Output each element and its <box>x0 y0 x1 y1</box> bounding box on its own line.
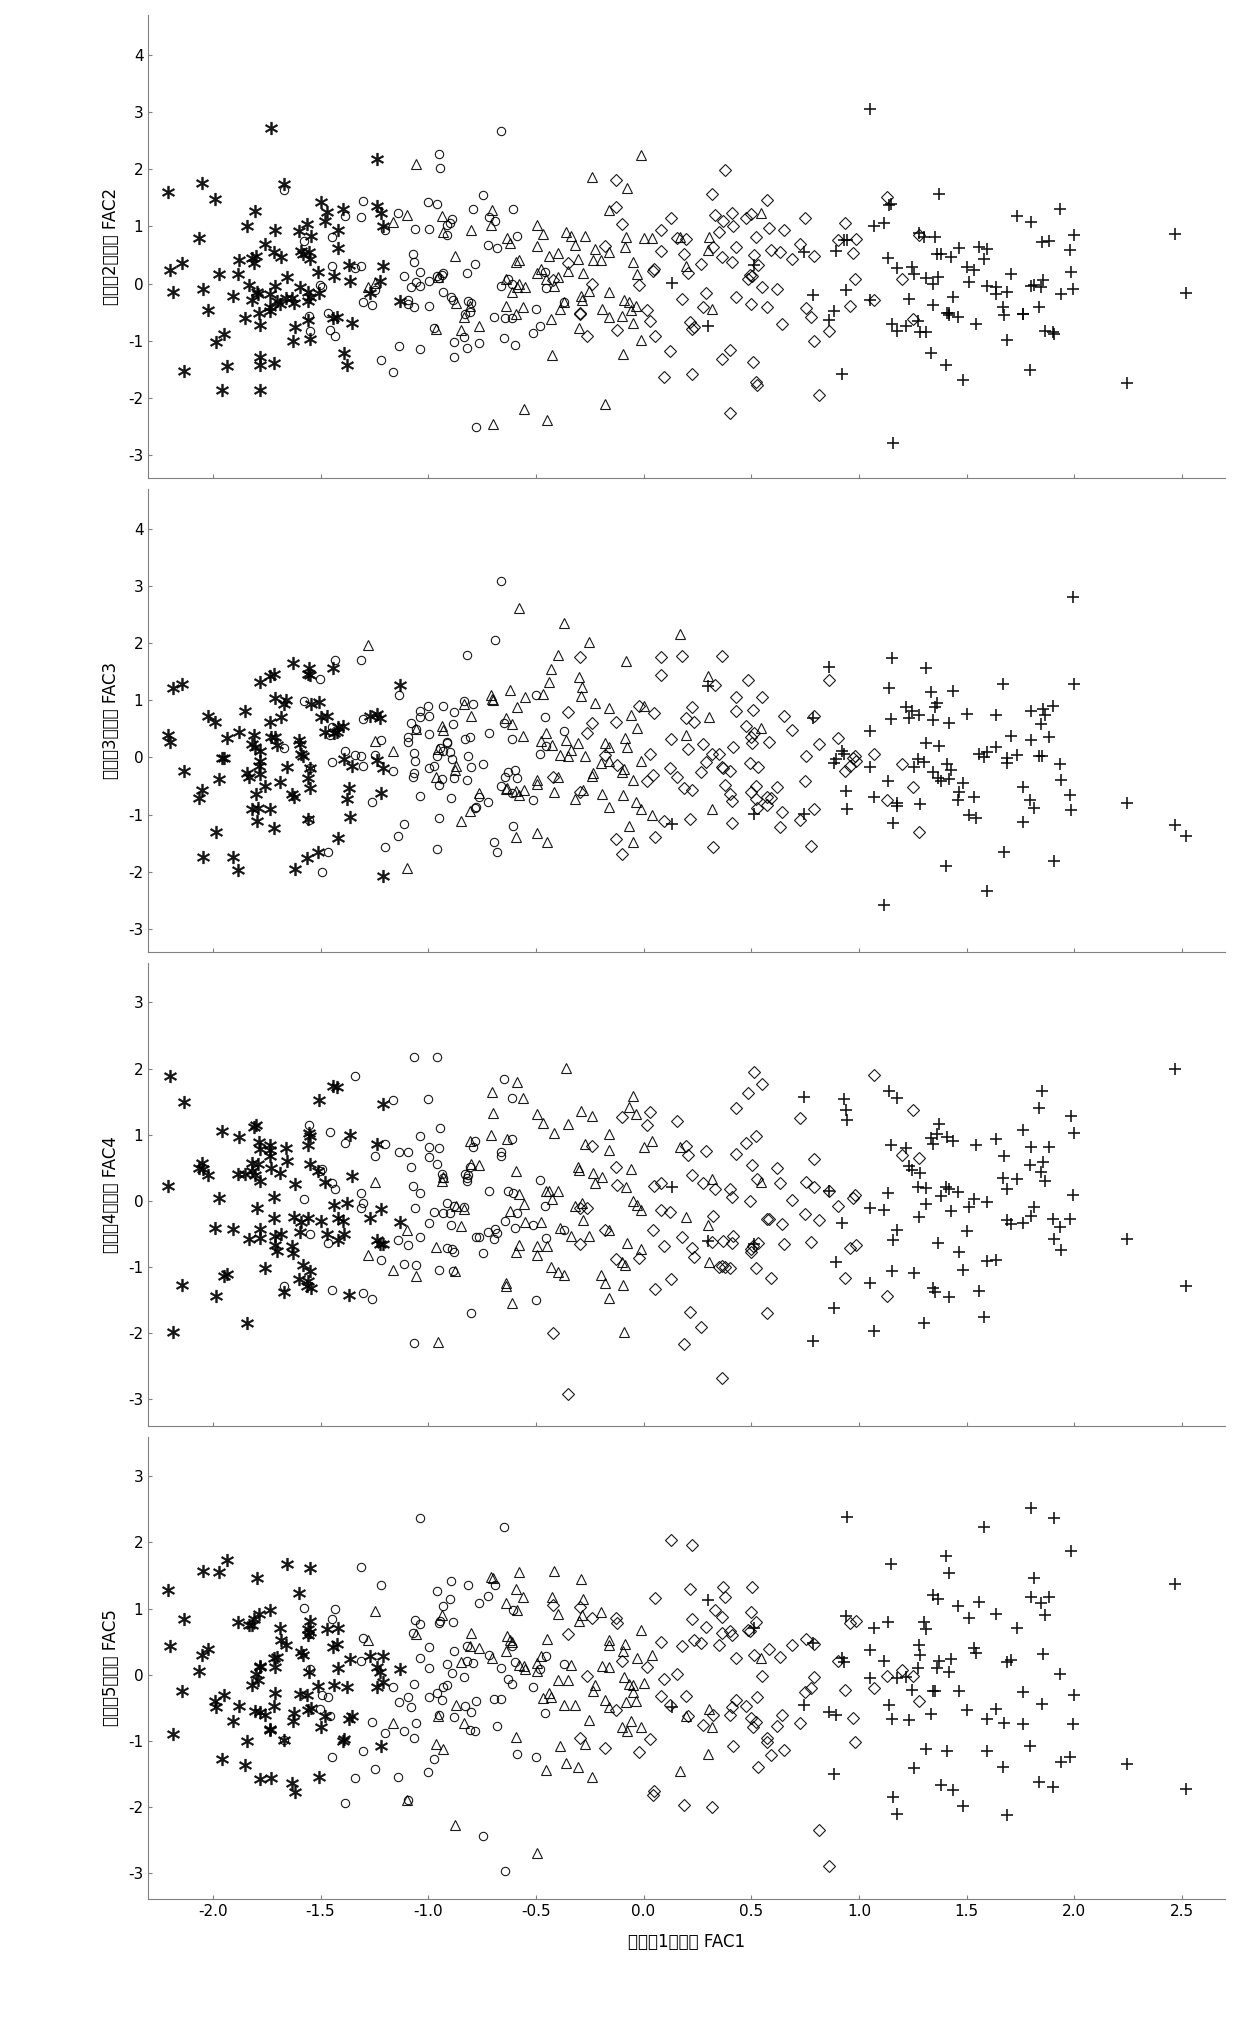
Y-axis label: 主成分3的得分 FAC3: 主成分3的得分 FAC3 <box>102 661 120 778</box>
Y-axis label: 主成分2的得分 FAC2: 主成分2的得分 FAC2 <box>102 189 120 304</box>
Y-axis label: 主成分4的得分 FAC4: 主成分4的得分 FAC4 <box>102 1135 120 1253</box>
X-axis label: 主成分1的得分 FAC1: 主成分1的得分 FAC1 <box>627 1934 745 1952</box>
Y-axis label: 主成分5的得分 FAC5: 主成分5的得分 FAC5 <box>102 1609 120 1727</box>
